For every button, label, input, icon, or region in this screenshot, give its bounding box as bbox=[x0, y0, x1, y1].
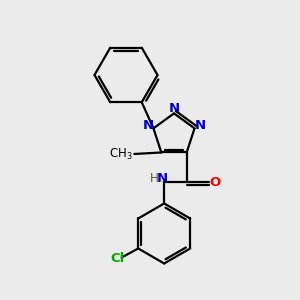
Text: N: N bbox=[142, 119, 154, 132]
Text: N: N bbox=[157, 172, 168, 185]
Text: N: N bbox=[194, 119, 206, 132]
Text: O: O bbox=[209, 176, 220, 189]
Text: Cl: Cl bbox=[110, 253, 124, 266]
Text: H: H bbox=[150, 172, 159, 185]
Text: CH$_3$: CH$_3$ bbox=[109, 146, 133, 161]
Text: N: N bbox=[168, 101, 180, 115]
